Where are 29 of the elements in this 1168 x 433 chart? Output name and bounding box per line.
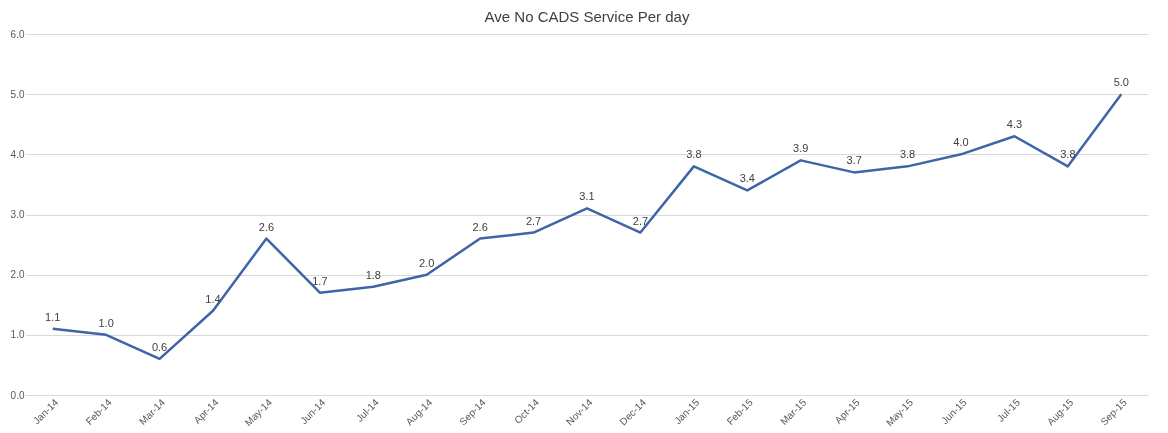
data-label: 3.9 [793,142,809,155]
y-tick-label: 0.0 [10,389,25,401]
y-tick-label: 3.0 [10,209,25,220]
data-label: 3.8 [686,148,702,161]
data-label: 4.3 [1006,118,1023,131]
data-label: 3.7 [846,154,862,167]
data-label: 2.6 [472,220,488,233]
data-label: 2.7 [632,214,649,227]
data-label: 1.4 [205,292,221,305]
data-label: 0.6 [151,340,168,353]
data-label: 3.8 [899,148,916,161]
data-label: 3.4 [739,172,755,185]
data-label: 2.7 [525,214,542,227]
y-tick-label: 6.0 [10,28,25,40]
data-label: 5.0 [1113,76,1129,89]
chart-title: Ave No CADS Service Per day [484,8,690,25]
data-label: 1.1 [45,310,61,323]
y-tick-label: 2.0 [10,269,25,281]
data-label: 4.0 [953,136,969,149]
y-tick-label: 1.0 [10,329,25,341]
data-label: 1.8 [365,268,381,281]
data-label: 1.7 [312,274,328,287]
y-tick-label: 4.0 [10,148,25,160]
data-label: 1.0 [98,316,114,329]
y-tick-label: 5.0 [10,88,25,100]
data-label: 2.6 [258,220,275,233]
data-label: 3.1 [579,190,595,203]
data-label: 3.8 [1060,148,1076,161]
data-label: 2.0 [419,256,435,269]
